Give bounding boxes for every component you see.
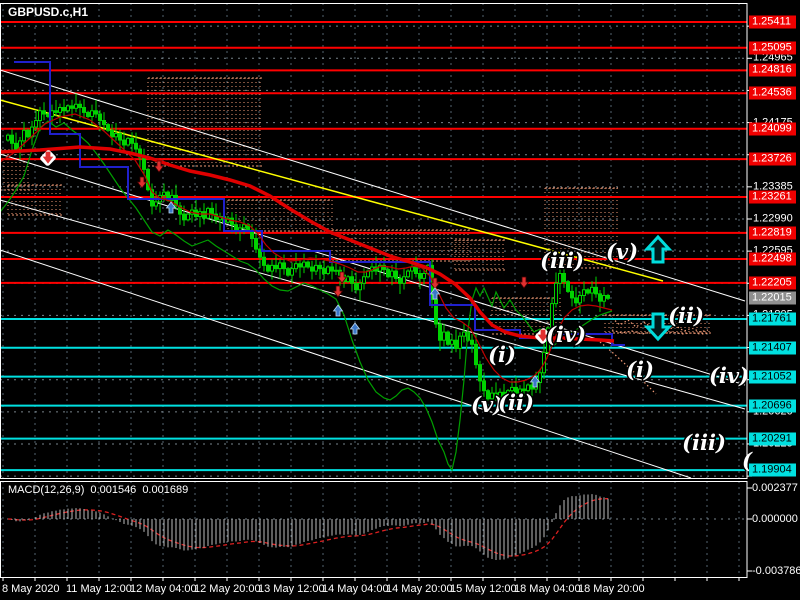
indicator-overlays xyxy=(0,61,625,472)
wave-label: (i) xyxy=(626,357,654,382)
resistance-price-label: 1.22498 xyxy=(749,252,796,266)
support-price-label: 1.20291 xyxy=(749,432,796,446)
macd-scale-label: 0.002377 xyxy=(752,482,798,494)
price-tick-label: 1.23385 xyxy=(753,180,793,193)
macd-indicator-label: MACD(12,26,9) 0.001546 0.001689 xyxy=(8,484,194,496)
wave-label: (ii) xyxy=(668,303,704,328)
resistance-price-label: 1.22205 xyxy=(749,276,796,290)
time-axis-label: 14 May 20:00 xyxy=(386,583,453,595)
resistance-price-label: 1.23726 xyxy=(749,152,796,166)
time-axis-label: 8 May 2020 xyxy=(2,583,60,595)
price-tick-label: 1.22990 xyxy=(753,212,793,225)
macd-scale-label: -0.003786 xyxy=(752,565,800,577)
macd-scale-label: 0.000000 xyxy=(752,513,798,525)
resistance-price-label: 1.25411 xyxy=(749,15,796,29)
support-price-label: 1.21407 xyxy=(749,341,796,355)
resistance-price-label: 1.23261 xyxy=(749,190,796,204)
wave-label: (iv) xyxy=(546,322,586,347)
signal-arrows[interactable] xyxy=(643,234,673,342)
big-down-arrow xyxy=(643,312,673,342)
resistance-price-label: 1.22819 xyxy=(749,226,796,240)
resistance-price-label: 1.24536 xyxy=(749,86,796,100)
wave-label: (iii) xyxy=(540,248,584,273)
time-axis-label: 14 May 04:00 xyxy=(322,583,389,595)
time-axis-label: 13 May 12:00 xyxy=(258,583,325,595)
time-axis-label: 15 May 12:00 xyxy=(450,583,517,595)
ichimoku-cloud xyxy=(0,77,712,395)
macd-histogram xyxy=(11,494,609,560)
macd-panel xyxy=(0,498,747,557)
resistance-price-label: 1.25095 xyxy=(749,41,796,55)
wave-label: (iii) xyxy=(682,430,726,455)
time-axis-label: 12 May 20:00 xyxy=(194,583,261,595)
time-axis-label: 11 May 12:00 xyxy=(66,583,132,595)
grid-lines xyxy=(0,3,747,577)
wave-label: (ii) xyxy=(498,390,534,415)
macd-value: 0.001546 xyxy=(90,484,137,496)
time-axis-label: 12 May 04:00 xyxy=(130,583,197,595)
wave-label: (i) xyxy=(488,342,516,367)
pane-frames xyxy=(0,3,752,581)
macd-name: MACD(12,26,9) xyxy=(8,484,85,496)
support-resistance-levels[interactable] xyxy=(0,21,747,472)
resistance-price-label: 1.24099 xyxy=(749,122,796,136)
support-price-label: 1.21761 xyxy=(749,312,796,326)
wave-label: (iv) xyxy=(709,363,749,388)
macd-signal-value: 0.001689 xyxy=(142,484,189,496)
support-price-label: 1.19904 xyxy=(749,463,796,477)
support-price-label: 1.20696 xyxy=(749,399,796,413)
trade-markers xyxy=(40,150,551,388)
current-price-label: 1.22015 xyxy=(749,291,796,305)
time-axis-label: 18 May 20:00 xyxy=(578,583,645,595)
chart-title: GBPUSD.c,H1 xyxy=(8,5,89,19)
time-axis-label: 18 May 04:00 xyxy=(514,583,581,595)
support-price-label: 1.21052 xyxy=(749,370,796,384)
wave-label: (v) xyxy=(471,392,503,417)
wave-labels: (iii) (v)(ii)(i) (iv)(iv)(i)(v)(ii)(iii)( xyxy=(469,238,754,475)
big-up-arrow xyxy=(643,234,673,264)
price-tick-label: 1.24965 xyxy=(753,51,793,64)
wave-label: (v) xyxy=(606,239,638,264)
resistance-price-label: 1.24816 xyxy=(749,63,796,77)
